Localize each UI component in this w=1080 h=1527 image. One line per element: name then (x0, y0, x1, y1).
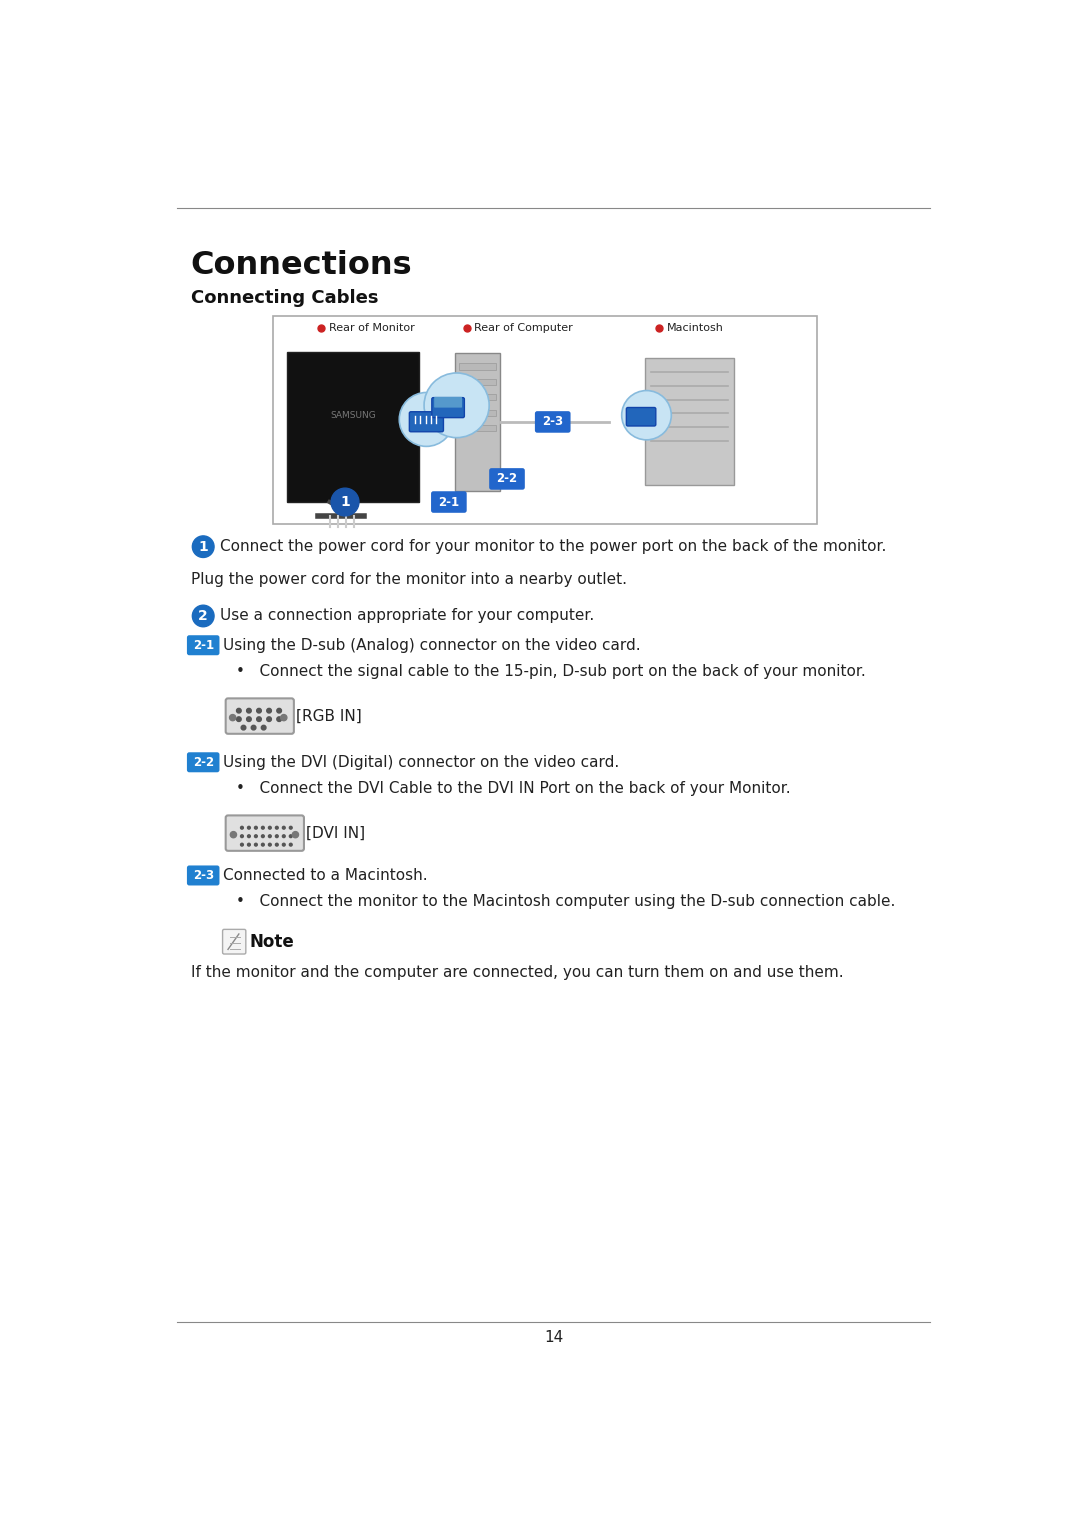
FancyBboxPatch shape (459, 379, 496, 385)
Circle shape (247, 843, 251, 846)
FancyBboxPatch shape (489, 469, 525, 490)
Text: Macintosh: Macintosh (666, 324, 724, 333)
Circle shape (400, 392, 454, 446)
Circle shape (282, 843, 285, 846)
Circle shape (257, 716, 261, 721)
Circle shape (275, 843, 279, 846)
FancyBboxPatch shape (273, 316, 816, 524)
Circle shape (255, 843, 257, 846)
Circle shape (275, 835, 279, 838)
FancyBboxPatch shape (535, 411, 570, 432)
Text: 1: 1 (340, 495, 350, 508)
Text: 2-3: 2-3 (192, 869, 214, 883)
FancyBboxPatch shape (645, 357, 734, 486)
Circle shape (267, 709, 271, 713)
FancyBboxPatch shape (432, 397, 464, 417)
Text: 2-2: 2-2 (497, 472, 517, 486)
Text: 14: 14 (544, 1330, 563, 1345)
Text: 2-2: 2-2 (192, 756, 214, 768)
Text: SAMSUNG: SAMSUNG (329, 411, 376, 420)
FancyBboxPatch shape (187, 635, 219, 655)
FancyBboxPatch shape (409, 412, 444, 432)
Text: Rear of Monitor: Rear of Monitor (328, 324, 415, 333)
FancyBboxPatch shape (222, 930, 246, 954)
FancyBboxPatch shape (459, 394, 496, 400)
FancyBboxPatch shape (459, 425, 496, 431)
FancyBboxPatch shape (431, 492, 467, 513)
Text: If the monitor and the computer are connected, you can turn them on and use them: If the monitor and the computer are conn… (191, 965, 843, 980)
Circle shape (261, 843, 265, 846)
FancyBboxPatch shape (626, 408, 656, 426)
Circle shape (247, 826, 251, 829)
Text: Using the D-sub (Analog) connector on the video card.: Using the D-sub (Analog) connector on th… (222, 638, 640, 652)
Circle shape (230, 715, 235, 721)
Text: •   Connect the signal cable to the 15-pin, D-sub port on the back of your monit: • Connect the signal cable to the 15-pin… (235, 664, 865, 680)
Circle shape (269, 843, 271, 846)
FancyBboxPatch shape (287, 351, 419, 502)
Text: Connect the power cord for your monitor to the power port on the back of the mon: Connect the power cord for your monitor … (220, 539, 887, 554)
Circle shape (289, 826, 293, 829)
Circle shape (282, 826, 285, 829)
FancyBboxPatch shape (455, 353, 500, 492)
Circle shape (282, 835, 285, 838)
Circle shape (276, 716, 282, 721)
Text: 2-3: 2-3 (542, 415, 564, 429)
Circle shape (289, 835, 293, 838)
Circle shape (246, 716, 252, 721)
Text: Plug the power cord for the monitor into a nearby outlet.: Plug the power cord for the monitor into… (191, 571, 626, 586)
Circle shape (241, 835, 243, 838)
Circle shape (261, 826, 265, 829)
Circle shape (261, 835, 265, 838)
Circle shape (247, 835, 251, 838)
Circle shape (241, 725, 246, 730)
FancyBboxPatch shape (459, 409, 496, 415)
Circle shape (192, 536, 214, 557)
Circle shape (255, 835, 257, 838)
Text: Connections: Connections (191, 250, 413, 281)
Circle shape (241, 826, 243, 829)
Text: Using the DVI (Digital) connector on the video card.: Using the DVI (Digital) connector on the… (222, 754, 619, 770)
Circle shape (237, 709, 241, 713)
Circle shape (622, 391, 672, 440)
Circle shape (332, 489, 359, 516)
Text: •   Connect the DVI Cable to the DVI IN Port on the back of your Monitor.: • Connect the DVI Cable to the DVI IN Po… (235, 780, 791, 796)
Text: •   Connect the monitor to the Macintosh computer using the D-sub connection cab: • Connect the monitor to the Macintosh c… (235, 895, 895, 909)
Circle shape (237, 716, 241, 721)
Text: Rear of Computer: Rear of Computer (474, 324, 573, 333)
FancyBboxPatch shape (226, 815, 303, 851)
FancyBboxPatch shape (226, 698, 294, 734)
Text: 2-1: 2-1 (192, 638, 214, 652)
Circle shape (269, 835, 271, 838)
Circle shape (269, 826, 271, 829)
Text: [DVI IN]: [DVI IN] (307, 826, 365, 841)
Circle shape (241, 843, 243, 846)
Text: [RGB IN]: [RGB IN] (296, 709, 362, 724)
Circle shape (275, 826, 279, 829)
Text: 2: 2 (199, 609, 208, 623)
Circle shape (293, 832, 298, 838)
Circle shape (252, 725, 256, 730)
FancyBboxPatch shape (187, 753, 219, 773)
FancyBboxPatch shape (459, 363, 496, 370)
Circle shape (276, 709, 282, 713)
Circle shape (192, 605, 214, 626)
Circle shape (281, 715, 287, 721)
Text: Connecting Cables: Connecting Cables (191, 289, 378, 307)
FancyBboxPatch shape (434, 397, 462, 408)
Text: Note: Note (249, 933, 295, 951)
Circle shape (289, 843, 293, 846)
Circle shape (261, 725, 266, 730)
Text: Use a connection appropriate for your computer.: Use a connection appropriate for your co… (220, 608, 594, 623)
Text: 1: 1 (199, 539, 208, 554)
Circle shape (230, 832, 237, 838)
Circle shape (246, 709, 252, 713)
Text: 2-1: 2-1 (438, 496, 459, 508)
FancyBboxPatch shape (187, 866, 219, 886)
Circle shape (424, 373, 489, 438)
Circle shape (255, 826, 257, 829)
Circle shape (257, 709, 261, 713)
Text: Connected to a Macintosh.: Connected to a Macintosh. (222, 867, 428, 883)
Circle shape (267, 716, 271, 721)
